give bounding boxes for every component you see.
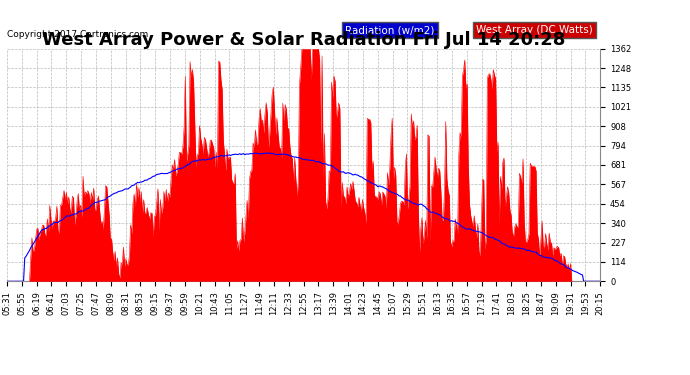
Title: West Array Power & Solar Radiation Fri Jul 14 20:28: West Array Power & Solar Radiation Fri J…	[42, 31, 565, 49]
Text: West Array (DC Watts): West Array (DC Watts)	[475, 25, 593, 35]
Text: Copyright 2017 Cartronics.com: Copyright 2017 Cartronics.com	[7, 30, 148, 39]
Text: Radiation (w/m2): Radiation (w/m2)	[345, 25, 435, 35]
